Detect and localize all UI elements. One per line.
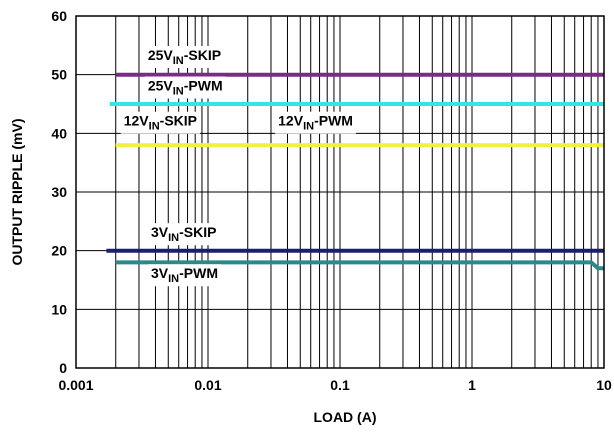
y-tick-label: 60 — [51, 8, 67, 24]
grid — [76, 16, 604, 368]
series-label-3vin-pwm: 3VIN-PWM — [151, 265, 218, 285]
x-tick-labels: 0.001 0.01 0.1 1 10 — [58, 377, 612, 393]
plot-border — [75, 15, 605, 369]
plot-frame — [75, 15, 605, 369]
series-label-bg — [144, 76, 226, 99]
series-label-12vin-pwm: 12VIN-PWM — [278, 113, 353, 133]
x-tick-label: 0.01 — [194, 377, 221, 393]
y-tick-labels: 0 10 20 30 40 50 60 — [51, 8, 67, 376]
series-labels: 25VIN-SKIP 25VIN-PWM 12VIN-SKIP 12VIN-PWM 3V… — [120, 46, 356, 287]
x-tick-label: 0.1 — [330, 377, 350, 393]
y-tick-label: 40 — [51, 125, 67, 141]
series-label-25vin-pwm: 25VIN-PWM — [148, 78, 223, 98]
series-lines — [106, 72, 604, 271]
y-tick-label: 10 — [51, 301, 67, 317]
series-label-25vin-skip: 25VIN-SKIP — [148, 47, 221, 67]
y-tick-label: 20 — [51, 243, 67, 259]
x-tick-label: 0.001 — [58, 377, 93, 393]
x-tick-label: 1 — [468, 377, 476, 393]
x-tick-label: 10 — [596, 377, 612, 393]
y-axis-title: OUTPUT RIPPLE (mV) — [9, 118, 25, 265]
series-label-bg — [275, 111, 356, 134]
series-label-bg — [148, 223, 220, 246]
y-tick-label: 30 — [51, 184, 67, 200]
series-label-12vin-skip: 12VIN-SKIP — [124, 113, 197, 133]
series-label-bg — [120, 111, 201, 134]
series-label-bg — [144, 46, 225, 68]
series-label-3vin-skip: 3VIN-SKIP — [151, 224, 216, 244]
y-tick-label: 0 — [59, 360, 67, 376]
series-label-bg — [148, 264, 222, 287]
series-line-3vin-pwm — [115, 260, 604, 271]
x-axis-title: LOAD (A) — [314, 409, 377, 425]
y-tick-label: 50 — [51, 67, 67, 83]
